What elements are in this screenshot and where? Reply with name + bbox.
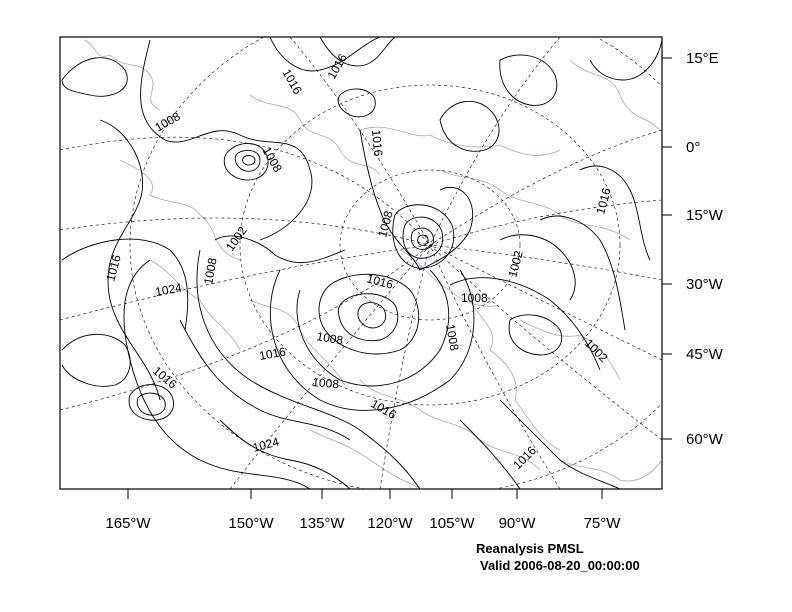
- latitude-label: 0°: [686, 139, 700, 156]
- valid-time: Valid 2006-08-20_00:00:00: [480, 558, 640, 573]
- latitude-label: 60°W: [686, 431, 724, 448]
- contour-label: 1016: [258, 344, 287, 362]
- longitude-label: 105°W: [429, 515, 475, 532]
- contour-label: 1008: [201, 256, 219, 285]
- map-title: Reanalysis PMSL: [476, 541, 584, 556]
- contour-label: 1008: [375, 209, 396, 239]
- pressure-contours: [61, 37, 662, 489]
- contour-label: 1016: [103, 253, 124, 283]
- longitude-label: 165°W: [105, 515, 151, 532]
- latitude-label: 15°W: [686, 207, 724, 224]
- contour-label: 1008: [461, 291, 488, 305]
- contour-label: 1024: [154, 280, 183, 298]
- contour-label: 1016: [593, 186, 614, 216]
- longitude-labels: 165°W 150°W 135°W 120°W 105°W 90°W 75°W: [105, 515, 621, 532]
- contour-label: 1008: [443, 323, 461, 352]
- longitude-label: 135°W: [299, 515, 345, 532]
- longitude-label: 150°W: [228, 515, 274, 532]
- axis-ticks: [127, 57, 672, 499]
- latitude-labels: 15°E 0° 15°W 30°W 45°W 60°W: [686, 50, 724, 448]
- latitude-label: 15°E: [686, 50, 719, 67]
- longitude-label: 90°W: [499, 515, 537, 532]
- map-frame: [59, 36, 663, 490]
- contour-label: 1016: [365, 271, 395, 292]
- contour-label: 1008: [315, 329, 344, 347]
- latitude-label: 30°W: [686, 276, 724, 293]
- contour-label: 1002: [505, 249, 526, 279]
- coastlines: [84, 39, 662, 489]
- contour-label: 1008: [312, 375, 340, 391]
- latitude-label: 45°W: [686, 346, 724, 363]
- longitude-label: 120°W: [367, 515, 413, 532]
- contour-label: 1024: [251, 434, 281, 455]
- contour-label: 1016: [369, 129, 385, 157]
- longitude-label: 75°W: [584, 515, 622, 532]
